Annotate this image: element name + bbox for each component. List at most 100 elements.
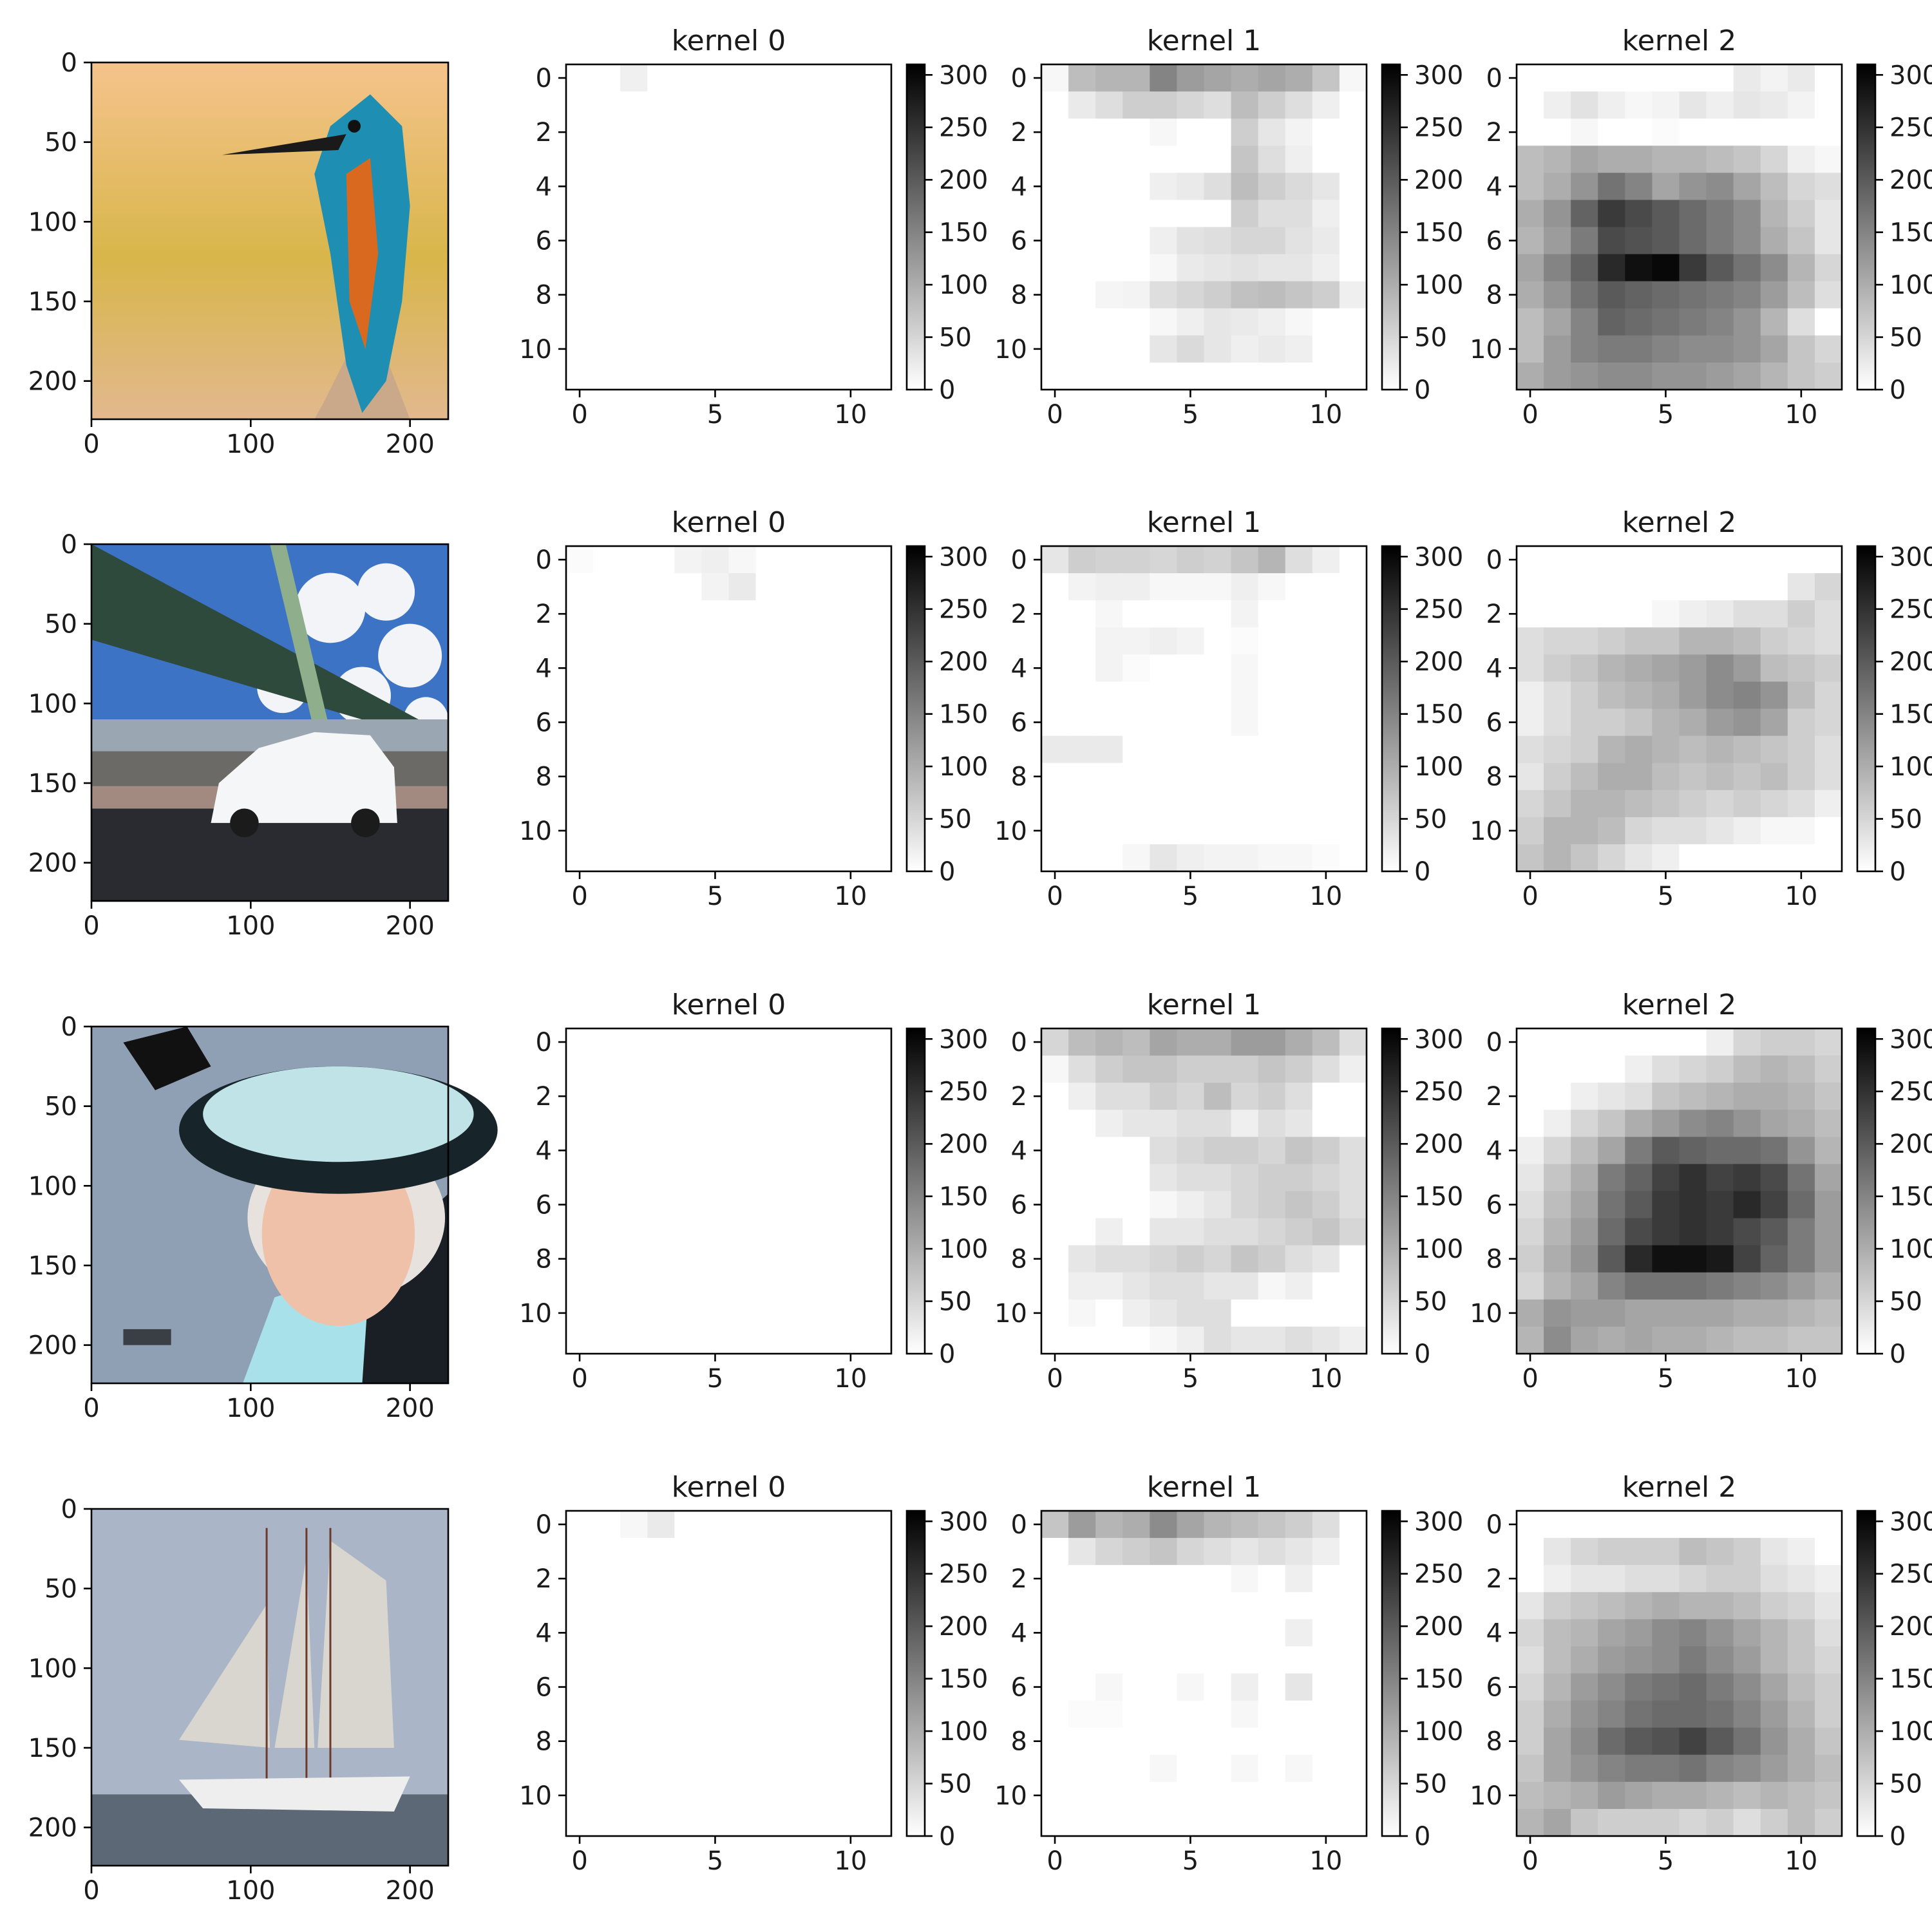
heatmap-cell (1652, 708, 1680, 737)
heatmap-cell (1679, 1299, 1707, 1327)
heatmap-cell (1598, 1137, 1625, 1165)
heatmap-cell (1095, 173, 1123, 201)
heatmap-cell (1679, 654, 1707, 683)
heatmap-cell (1517, 681, 1544, 710)
heatmap-cell (837, 1727, 865, 1756)
heatmap-cell (593, 1511, 621, 1539)
heatmap-cell (1571, 1754, 1598, 1783)
heatmap-cell (1733, 254, 1761, 282)
heatmap-cell (1095, 573, 1123, 601)
colorbar-tick-label: 0 (1889, 857, 1906, 887)
heatmap-cell (864, 1808, 892, 1837)
heatmap-cell (1150, 362, 1178, 390)
heatmap-cell (1177, 1727, 1205, 1756)
x-tick-label: 100 (226, 430, 275, 459)
heatmap-cell (837, 1272, 865, 1300)
heatmap-cell (1679, 1218, 1707, 1246)
heatmap-cell (1339, 627, 1367, 655)
heatmap-cell (674, 1808, 703, 1837)
heatmap-cell (1571, 1700, 1598, 1728)
colorbar-tick-label: 100 (1414, 1717, 1463, 1747)
colorbar-gradient (1381, 1027, 1401, 1355)
heatmap-cell (755, 844, 784, 872)
heatmap-cell (566, 64, 594, 92)
heatmap-cell (701, 1218, 730, 1246)
heatmap-cell (1312, 1511, 1340, 1539)
heatmap-title: kernel 1 (1147, 506, 1261, 539)
heatmap-cell (647, 708, 675, 737)
heatmap-cell (647, 1565, 675, 1593)
heatmap-cell (1177, 64, 1205, 92)
heatmap-cell (1652, 1511, 1680, 1539)
heatmap-cell (1733, 146, 1761, 173)
heatmap-cell (1041, 118, 1069, 146)
heatmap-cell (593, 1700, 621, 1728)
heatmap-cell (1041, 817, 1069, 845)
colorbar-tick-label: 300 (1889, 1025, 1932, 1054)
heatmap-cell (1339, 708, 1367, 737)
heatmap-cell (1598, 1754, 1625, 1783)
x-tick-label: 10 (1785, 882, 1817, 911)
y-tick-label: 0 (1011, 1510, 1027, 1540)
colorbar-tick-label: 100 (1889, 1235, 1932, 1264)
heatmap-cell (1068, 1299, 1096, 1327)
heatmap-cell (782, 1700, 811, 1728)
heatmap-cell (837, 335, 865, 363)
heatmap-cell (1177, 227, 1205, 255)
y-tick-label: 10 (519, 817, 552, 846)
heatmap-cell (810, 1326, 838, 1354)
heatmap-cell (1122, 735, 1150, 764)
y-tick-label: 50 (44, 610, 77, 639)
heatmap-cell (1598, 1326, 1625, 1354)
x-tick-label: 0 (83, 1876, 99, 1906)
heatmap-cell (566, 1808, 594, 1837)
heatmap-cell (1177, 735, 1205, 764)
heatmap-cell (1679, 1245, 1707, 1273)
heatmap-cell (1760, 1245, 1788, 1273)
heatmap-cell (755, 1781, 784, 1810)
heatmap-cell (674, 173, 703, 201)
heatmap-cell (674, 281, 703, 309)
heatmap-cell (1814, 1028, 1842, 1056)
heatmap-cell (1733, 1137, 1761, 1165)
y-tick-label: 150 (28, 287, 77, 317)
heatmap-cell (1312, 1673, 1340, 1701)
heatmap-cell (864, 735, 892, 764)
heatmap-cell (782, 762, 811, 791)
heatmap-cell (1068, 1808, 1096, 1837)
heatmap-cell (647, 1299, 675, 1327)
heatmap-cell (1204, 1245, 1232, 1273)
heatmap-cell (701, 1538, 730, 1566)
heatmap-cell (1150, 681, 1178, 710)
heatmap-cell (1652, 1646, 1680, 1674)
heatmap-cell (1258, 308, 1286, 336)
heatmap-cell (837, 1646, 865, 1674)
heatmap-cell (1679, 762, 1707, 791)
heatmap-cell (782, 1781, 811, 1810)
heatmap-cell (1571, 254, 1598, 282)
heatmap-cell (782, 227, 811, 255)
heatmap-cell (1150, 1511, 1178, 1539)
colorbar-tick-label: 200 (939, 1612, 988, 1642)
heatmap-cell (1517, 1083, 1544, 1110)
y-tick-label: 0 (1486, 545, 1502, 575)
heatmap-cell (1625, 1673, 1653, 1701)
heatmap-cell (1625, 1164, 1653, 1192)
heatmap-cell (1285, 681, 1313, 710)
heatmap-cell (1041, 681, 1069, 710)
heatmap-cell (1041, 1028, 1069, 1056)
heatmap-cell (1258, 1272, 1286, 1300)
heatmap-cell (1733, 1727, 1761, 1756)
y-tick-label: 2 (1011, 1082, 1027, 1112)
x-tick-label: 0 (1046, 882, 1063, 911)
heatmap-cell (1679, 790, 1707, 818)
y-tick-label: 4 (1486, 1618, 1502, 1648)
heatmap-cell (1652, 1272, 1680, 1300)
heatmap-cell (1544, 546, 1571, 574)
heatmap-cell (701, 1754, 730, 1783)
heatmap-cell (1258, 1565, 1286, 1593)
heatmap-cell (1544, 1646, 1571, 1674)
heatmap-cell (1068, 173, 1096, 201)
